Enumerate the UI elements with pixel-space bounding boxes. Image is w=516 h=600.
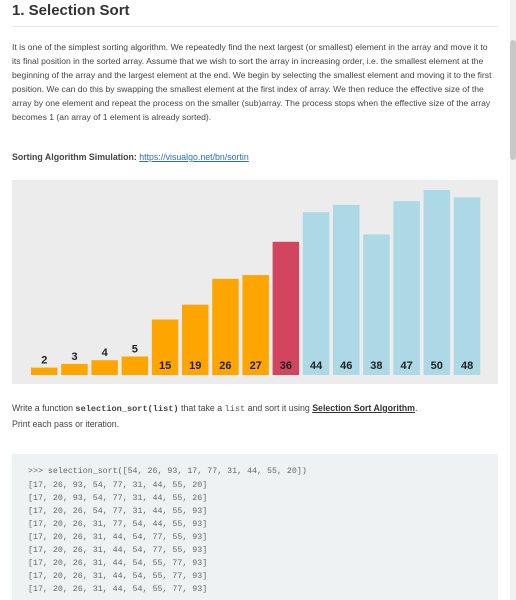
task-line2: Print each pass or iteration. [12,419,120,429]
scrollbar-track[interactable] [510,0,516,600]
code-line: [17, 20, 26, 31, 77, 54, 44, 55, 93] [28,520,208,529]
code-line: [17, 20, 26, 54, 77, 31, 44, 55, 93] [28,507,208,516]
bar-label-4: 4 [102,347,109,359]
simulation-line: Sorting Algorithm Simulation: https://vi… [12,152,249,162]
bar-5 [121,356,149,375]
code-line: [17, 20, 26, 31, 44, 54, 55, 77, 93] [28,585,208,594]
scrollbar-thumb[interactable] [510,40,516,160]
simulation-label: Sorting Algorithm Simulation: [12,152,137,162]
task-middle: that take a [178,403,225,413]
sorting-chart-svg: 2 3 4 5 15 19 26 27 36 44 46 38 47 50 48 [31,190,481,375]
bar-label-36: 36 [280,360,292,372]
bar-label-48: 48 [461,360,473,372]
code-line: [17, 20, 93, 54, 77, 31, 44, 55, 26] [28,494,208,503]
task-middle2: and sort it using [245,403,313,413]
bar-label-5: 5 [132,344,138,356]
bar-36 [272,241,300,375]
description-paragraph: It is one of the simplest sorting algori… [12,42,492,122]
bar-label-26: 26 [219,360,231,372]
bar-3 [61,363,88,375]
bar-26 [212,278,239,375]
bar-19 [182,304,209,375]
simulation-link[interactable]: https://visualgo.net/bn/sortin [139,152,249,162]
bar-46 [333,204,360,375]
code-line: [17, 20, 26, 31, 44, 54, 77, 55, 93] [28,546,208,555]
code-example: >>> selection_sort([54, 26, 93, 17, 77, … [12,454,498,600]
bar-label-3: 3 [71,351,77,363]
code-line: >>> selection_sort([54, 26, 93, 17, 77, … [28,467,307,476]
bar-47 [393,201,420,375]
bar-label-19: 19 [189,360,201,372]
bar-label-50: 50 [431,360,443,372]
code-line: [17, 26, 93, 54, 77, 31, 44, 55, 20] [28,481,208,490]
bar-label-46: 46 [340,360,352,372]
bar-label-27: 27 [250,360,262,372]
title-divider [12,26,498,27]
algorithm-link[interactable]: Selection Sort Algorithm [312,403,415,413]
bar-44 [302,212,330,375]
code-line: [17, 20, 26, 31, 44, 54, 55, 77, 93] [28,572,208,581]
bar-27 [242,275,269,375]
bar-2 [31,367,58,375]
task-prefix: Write a function [12,403,76,413]
bar-label-47: 47 [400,360,412,372]
bar-38 [363,234,390,375]
bar-15 [151,319,179,375]
code-line: [17, 20, 26, 31, 44, 54, 55, 77, 93] [28,559,208,568]
bar-label-2: 2 [41,355,47,367]
task-suffix: . [415,403,418,413]
bar-label-44: 44 [310,360,323,372]
bar-label-15: 15 [159,360,171,372]
code-line: [17, 20, 26, 31, 44, 54, 77, 55, 93] [28,533,208,542]
sorting-chart: 2 3 4 5 15 19 26 27 36 44 46 38 47 50 48 [12,180,498,384]
section-title: 1. Selection Sort [12,2,130,19]
function-name: selection_sort(list) [75,404,179,414]
type-name: list [224,404,246,414]
bar-4 [91,360,118,375]
bar-label-38: 38 [370,360,382,372]
bar-50 [423,190,451,375]
task-description: Write a function selection_sort(list) th… [12,401,498,432]
bar-48 [453,197,481,375]
